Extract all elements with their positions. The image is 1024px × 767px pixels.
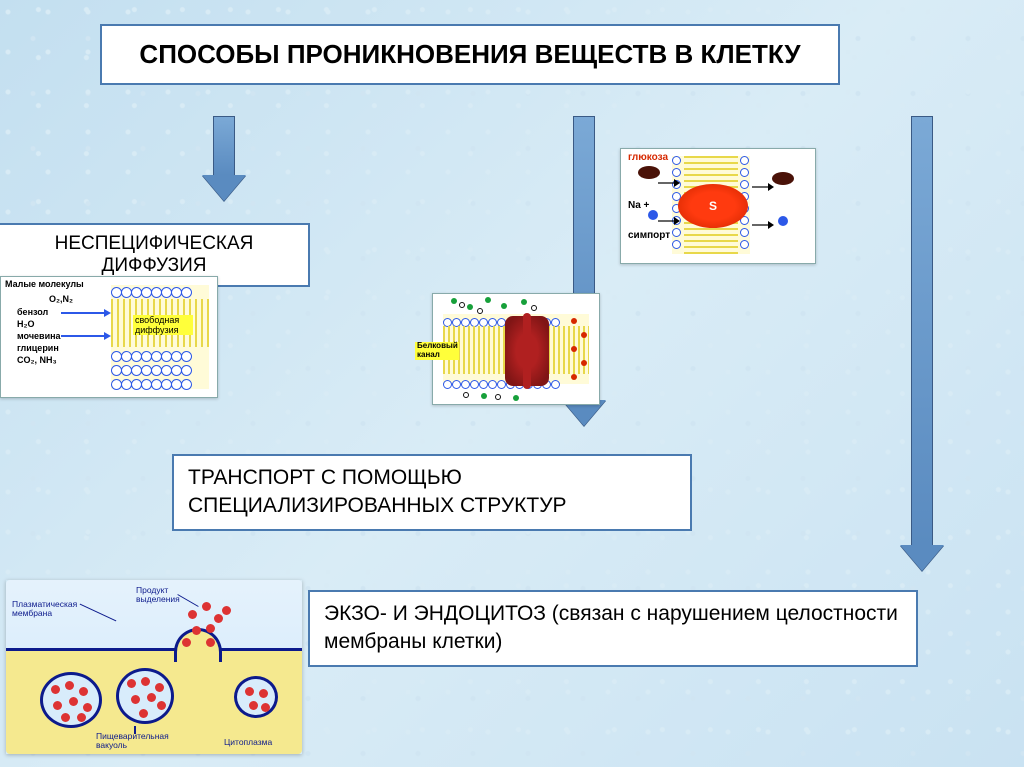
channel-label: Белковый канал: [415, 342, 459, 360]
sym-label-na: Na +: [628, 200, 649, 211]
box-transport: ТРАНСПОРТ С ПОМОЩЬЮ СПЕЦИАЛИЗИРОВАННЫХ С…: [172, 454, 692, 531]
mol-4: глицерин: [17, 344, 59, 354]
mol-3: мочевина: [17, 332, 61, 342]
mol-2: H₂O: [17, 320, 35, 330]
mol-5: CO₂, NH₃: [17, 356, 57, 366]
endo-label-cyto: Цитоплазма: [224, 738, 272, 747]
mol-0: O₂,N₂: [49, 295, 73, 305]
sym-label-glucose: глюкоза: [628, 152, 668, 163]
carrier-icon: S: [678, 184, 748, 228]
diff-highlight: свободная диффузия: [133, 315, 193, 335]
box-transport-text: ТРАНСПОРТ С ПОМОЩЬЮ СПЕЦИАЛИЗИРОВАННЫХ С…: [188, 466, 567, 517]
sym-label-bottom: симпорт: [628, 230, 670, 241]
illustration-protein-channel: Белковый канал: [432, 293, 600, 405]
diff-header: Малые молекулы: [5, 280, 84, 290]
arrow-to-endocytosis: [900, 116, 944, 571]
box-endocytosis: ЭКЗО- И ЭНДОЦИТОЗ (связан с нарушением ц…: [308, 590, 918, 667]
channel-icon: [505, 316, 549, 386]
title-box: СПОСОБЫ ПРОНИКНОВЕНИЯ ВЕЩЕСТВ В КЛЕТКУ: [100, 24, 840, 85]
box-endo-text: ЭКЗО- И ЭНДОЦИТОЗ (связан с нарушением ц…: [324, 602, 898, 653]
endo-label-membrane: Плазматическая мембрана: [12, 600, 82, 617]
illustration-endocytosis: Плазматическая мембрана Продукт выделени…: [6, 580, 302, 754]
mol-1: бензол: [17, 308, 48, 318]
endo-label-vacuole: Пищеварительная вакуоль: [96, 732, 196, 749]
box-diffusion-text: НЕСПЕЦИФИЧЕСКАЯ ДИФФУЗИЯ: [55, 233, 254, 276]
arrow-to-diffusion: [202, 116, 246, 201]
illustration-symport: S глюкоза Na + симпорт: [620, 148, 816, 264]
carrier-letter: S: [709, 199, 717, 213]
title-text: СПОСОБЫ ПРОНИКНОВЕНИЯ ВЕЩЕСТВ В КЛЕТКУ: [139, 39, 800, 69]
illustration-free-diffusion: Малые молекулы O₂,N₂ бензол H₂O мочевина…: [0, 276, 218, 398]
